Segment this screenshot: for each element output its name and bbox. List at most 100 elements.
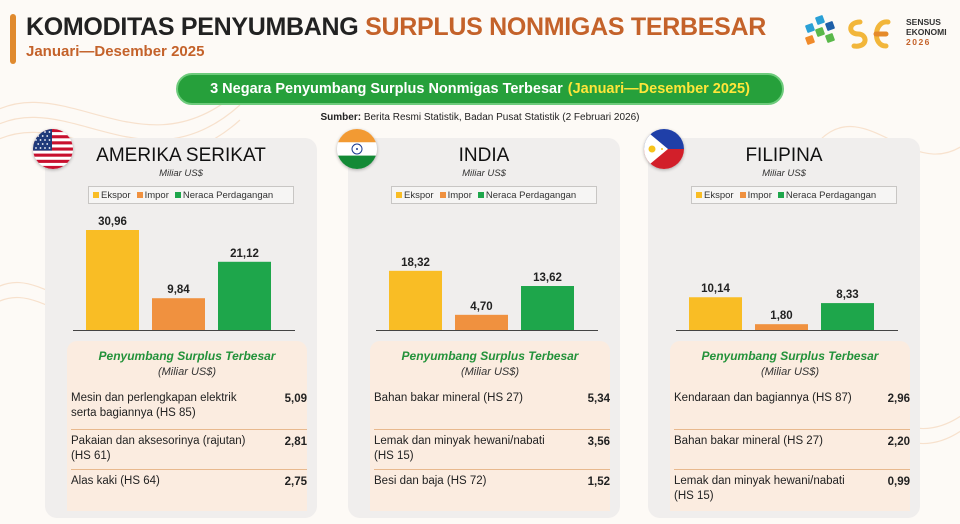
source-label: Sumber:	[320, 112, 362, 123]
bar-value-label-neraca: 8,33	[836, 289, 858, 301]
top-contributors-box: Penyumbang Surplus Terbesar (Miliar US$)…	[67, 341, 307, 511]
contributors-unit: (Miliar US$)	[460, 366, 520, 378]
legend-swatch-neraca	[777, 192, 784, 198]
bar-impor	[755, 324, 808, 330]
legend-label-impor: Impor	[747, 189, 772, 201]
country-panel-philippines: FILIPINA Miliar US$ Ekspor Impor Neraca …	[648, 138, 920, 518]
item-label: Lemak dan minyak hewani/nabati (HS 15)	[674, 475, 845, 502]
legend-label-ekspor: Ekspor	[704, 189, 734, 201]
bar-value-label-neraca: 13,62	[533, 272, 562, 284]
banner-text: 3 Negara Penyumbang Surplus Nonmigas Ter…	[210, 81, 563, 97]
list-item: Lemak dan minyak hewani/nabati (HS 15) 3,…	[374, 429, 610, 469]
country-panel-india: INDIA Miliar US$ Ekspor Impor Neraca Per…	[348, 138, 620, 518]
source-note: Sumber: Berita Resmi Statistik, Badan Pu…	[0, 112, 960, 123]
country-name: FILIPINA	[745, 145, 823, 166]
top-contributors-box: Penyumbang Surplus Terbesar (Miliar US$)…	[670, 341, 910, 511]
item-label: Kendaraan dan bagiannya (HS 87)	[674, 392, 852, 404]
legend-label-neraca: Neraca Perdagangan	[182, 189, 274, 201]
item-label: Pakaian dan aksesorinya (rajutan) (HS 61…	[71, 435, 246, 462]
legend-swatch-impor	[136, 192, 143, 198]
contributors-title: Penyumbang Surplus Terbesar	[401, 349, 579, 363]
legend-item-neraca: Neraca Perdagangan	[477, 190, 576, 201]
legend-item-ekspor: Ekspor	[93, 190, 131, 201]
chart-unit: Miliar US$	[462, 168, 506, 179]
bar-value-label-ekspor: 30,96	[98, 216, 127, 228]
country-panel-us: AMERIKA SERIKAT Miliar US$ Ekspor Impor …	[45, 138, 317, 518]
logo-line-3: 2026	[906, 37, 931, 47]
bar-impor	[152, 298, 205, 330]
source-text: Berita Resmi Statistik, Badan Pusat Stat…	[363, 112, 640, 123]
item-value: 1,52	[587, 476, 610, 488]
sensus-ekonomi-logo	[805, 15, 891, 49]
chart-legend: Ekspor Impor Neraca Perdagangan	[691, 186, 897, 204]
item-label: Lemak dan minyak hewani/nabati (HS 15)	[374, 435, 545, 462]
india-flag-icon	[337, 129, 377, 169]
item-value: 0,99	[887, 476, 910, 488]
contributors-title: Penyumbang Surplus Terbesar	[98, 349, 276, 363]
logo-text: SENSUS EKONOMI 2026	[906, 17, 947, 47]
contributors-list: Mesin dan perlengkapan elektrik serta ba…	[71, 389, 307, 509]
chart-legend: Ekspor Impor Neraca Perdagangan	[391, 186, 597, 204]
legend-item-ekspor: Ekspor	[696, 190, 734, 201]
list-item: Bahan bakar mineral (HS 27) 5,34	[374, 389, 610, 429]
legend-swatch-impor	[439, 192, 446, 198]
contributors-unit: (Miliar US$)	[760, 366, 820, 378]
bar-chart-philippines: 10,14 1,80 8,33	[676, 283, 898, 331]
top-contributors-box: Penyumbang Surplus Terbesar (Miliar US$)…	[370, 341, 610, 511]
contributors-title: Penyumbang Surplus Terbesar	[701, 349, 879, 363]
logo-line-2: EKONOMI	[906, 27, 947, 37]
chart-unit: Miliar US$	[159, 168, 203, 179]
legend-swatch-impor	[739, 192, 746, 198]
list-item: Kendaraan dan bagiannya (HS 87) 2,96	[674, 389, 910, 429]
item-label: Bahan bakar mineral (HS 27)	[374, 392, 523, 404]
legend-item-ekspor: Ekspor	[396, 190, 434, 201]
item-value: 2,20	[887, 436, 910, 448]
bar-value-label-neraca: 21,12	[230, 248, 259, 260]
legend-item-impor: Impor	[439, 189, 472, 201]
item-value: 3,56	[587, 436, 610, 448]
list-item: Mesin dan perlengkapan elektrik serta ba…	[71, 389, 307, 429]
item-value: 2,75	[284, 476, 307, 488]
list-item: Besi dan baja (HS 72) 1,52	[374, 469, 610, 509]
bar-neraca	[218, 261, 271, 330]
logo-line-1: SENSUS	[906, 17, 941, 27]
legend-label-impor: Impor	[144, 189, 169, 201]
country-name: INDIA	[458, 145, 510, 166]
legend-label-ekspor: Ekspor	[404, 189, 434, 201]
chart-legend: Ekspor Impor Neraca Perdagangan	[88, 186, 294, 204]
se-logo-icon	[848, 19, 891, 49]
legend-item-neraca: Neraca Perdagangan	[777, 190, 876, 201]
item-value: 2,81	[284, 436, 307, 448]
bar-value-label-impor: 4,70	[470, 301, 492, 313]
legend-swatch-neraca	[174, 192, 181, 198]
list-item: Bahan bakar mineral (HS 27) 2,20	[674, 429, 910, 469]
philippines-flag-icon	[644, 129, 684, 169]
bar-chart-us: 30,96 9,84 21,12	[73, 216, 295, 331]
list-item: Lemak dan minyak hewani/nabati (HS 15) 0,…	[674, 469, 910, 509]
item-label: Bahan bakar mineral (HS 27)	[674, 435, 823, 447]
item-label: Mesin dan perlengkapan elektrik serta ba…	[71, 392, 237, 419]
bar-ekspor	[86, 230, 139, 330]
bar-value-label-impor: 1,80	[770, 310, 792, 322]
contributors-unit: (Miliar US$)	[157, 366, 217, 378]
us-flag-icon	[33, 129, 73, 169]
title-accent-bar	[10, 14, 16, 64]
country-name: AMERIKA SERIKAT	[96, 145, 266, 166]
bar-value-label-ekspor: 10,14	[701, 283, 730, 295]
bar-value-label-impor: 9,84	[167, 284, 190, 296]
bar-impor	[455, 314, 508, 330]
item-label: Alas kaki (HS 64)	[71, 475, 160, 487]
headline-banner: 3 Negara Penyumbang Surplus Nonmigas Ter…	[176, 73, 784, 105]
bar-ekspor	[389, 270, 442, 330]
item-value: 2,96	[887, 393, 910, 405]
legend-item-neraca: Neraca Perdagangan	[174, 189, 274, 201]
legend-swatch-ekspor	[696, 192, 702, 198]
legend-swatch-ekspor	[93, 192, 99, 198]
bar-chart-india: 18,32 4,70 13,62	[376, 257, 598, 331]
contributors-list: Kendaraan dan bagiannya (HS 87) 2,96 Baha…	[674, 389, 910, 509]
bar-ekspor	[689, 297, 742, 330]
item-value: 5,34	[587, 393, 610, 405]
title-part-1: KOMODITAS PENYUMBANG	[26, 13, 359, 41]
banner-highlight: (Januari—Desember 2025)	[567, 81, 750, 97]
legend-label-impor: Impor	[447, 189, 472, 201]
